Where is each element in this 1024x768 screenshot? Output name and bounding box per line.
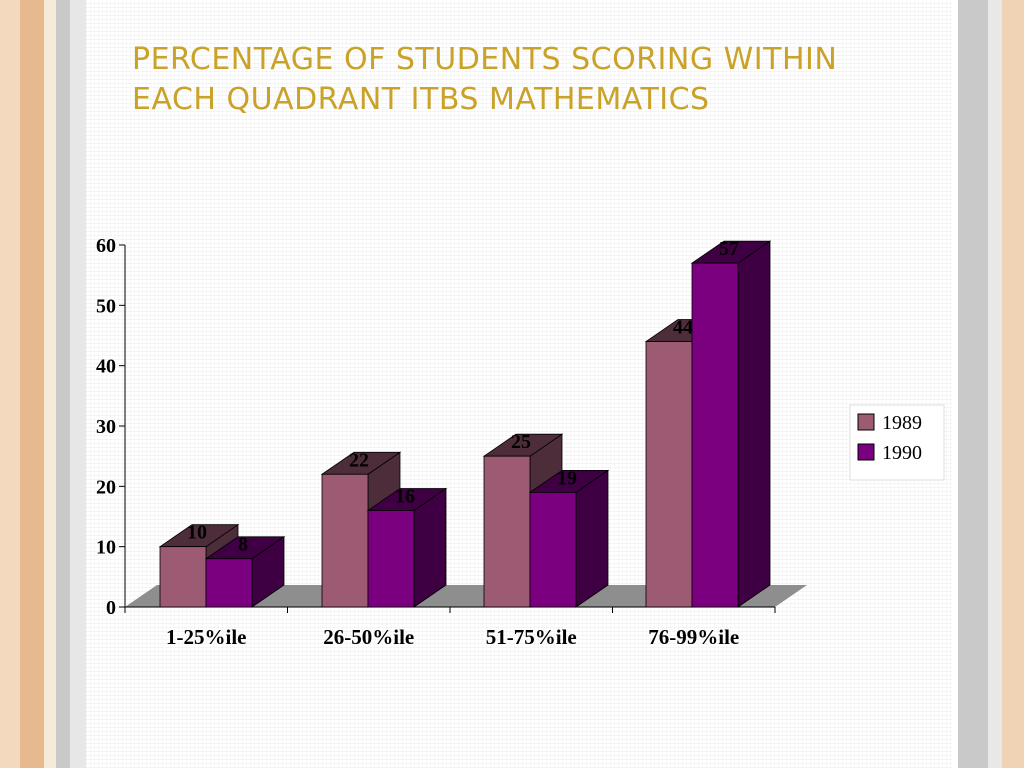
- y-tick-label: 0: [106, 597, 116, 619]
- data-label-series-1990: 57: [719, 238, 739, 260]
- chart-floor: [125, 585, 807, 607]
- left-stripe-4: [56, 0, 70, 768]
- legend-swatch-1989: [857, 413, 875, 431]
- data-label-series-1990: 8: [238, 534, 248, 556]
- bar-series-1989: [645, 341, 693, 608]
- slide-title-line-2: EACH QUADRANT ITBS MATHEMATICS: [132, 82, 710, 117]
- bar-series-1990: [691, 262, 739, 608]
- slide-title-line-1: PERCENTAGE OF STUDENTS SCORING WITHIN: [132, 42, 838, 77]
- bar-series-1990: [205, 558, 253, 608]
- data-label-series-1989: 22: [349, 449, 369, 471]
- left-stripe-5: [70, 0, 86, 768]
- bar-side-series-1990: [737, 240, 771, 608]
- x-category-label: 26-50%ile: [323, 625, 414, 649]
- bar-series-1989: [159, 546, 207, 608]
- data-label-series-1990: 16: [395, 485, 415, 507]
- x-category-label: 76-99%ile: [648, 625, 739, 649]
- slide-canvas: [86, 0, 952, 768]
- y-tick-label: 50: [96, 295, 116, 317]
- bar-series-1990: [367, 510, 415, 608]
- x-category-label: 51-75%ile: [486, 625, 577, 649]
- data-label-series-1990: 19: [557, 467, 577, 489]
- data-label-series-1989: 44: [673, 317, 693, 339]
- right-stripe-1: [952, 0, 958, 768]
- y-tick-label: 10: [96, 537, 116, 559]
- right-stripe-3: [988, 0, 1002, 768]
- left-stripe-3: [44, 0, 56, 768]
- slide-title: PERCENTAGE OF STUDENTS SCORING WITHIN EA…: [132, 40, 952, 120]
- y-tick-label: 40: [96, 356, 116, 378]
- bar-series-1989: [321, 473, 369, 608]
- bar-series-1990: [529, 491, 577, 608]
- bar-series-1989: [483, 455, 531, 608]
- legend-label-1989: 1989: [882, 412, 922, 434]
- y-tick-label: 20: [96, 476, 116, 498]
- data-label-series-1989: 10: [187, 522, 207, 544]
- bar-side-series-1990: [575, 469, 609, 608]
- left-stripe-2: [20, 0, 44, 768]
- data-label-series-1989: 25: [511, 431, 531, 453]
- right-stripe-4: [1002, 0, 1024, 768]
- x-category-label: 1-25%ile: [166, 625, 246, 649]
- right-stripe-2: [958, 0, 988, 768]
- legend-swatch-1990: [857, 443, 875, 461]
- y-tick-label: 60: [96, 235, 116, 257]
- legend-label-1990: 1990: [882, 442, 922, 464]
- left-stripe-1: [0, 0, 20, 768]
- y-tick-label: 30: [96, 416, 116, 438]
